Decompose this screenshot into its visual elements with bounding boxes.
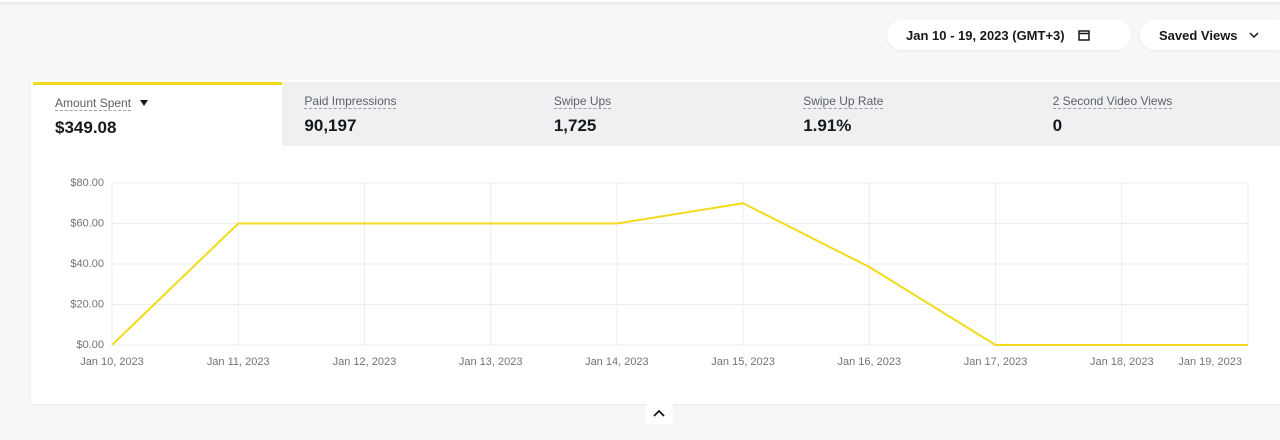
metric-tab[interactable]: Swipe Up Rate 1.91%	[781, 82, 1030, 146]
chevron-icon	[1249, 32, 1259, 39]
tab-value: 1,725	[553, 116, 597, 135]
tab-label-row: Paid Impressions	[304, 92, 531, 110]
x-tick-label: Jan 15, 2023	[711, 356, 775, 368]
metric-tab[interactable]: Amount Spent $349.08	[33, 82, 283, 146]
chart: $0.00 $20.00 $40.00 $60.00 $80.00 Jan 10, 202…	[70, 177, 1249, 368]
calendar-icon	[1077, 30, 1090, 41]
metric-tabs: Amount Spent $349.08 Paid Impressions 90,19…	[33, 82, 1280, 146]
y-tick-label: $40.00	[70, 258, 104, 270]
tab-label-row: Swipe Up Rate	[803, 92, 1030, 110]
metric-tab[interactable]: 2 Second Video Views 0	[1031, 82, 1280, 146]
x-tick-label: Jan 16, 2023	[838, 356, 902, 368]
x-tick-label: Jan 14, 2023	[585, 356, 649, 368]
collapse-button[interactable]	[645, 404, 673, 424]
date-range-button[interactable]: Jan 10 - 19, 2023 (GMT+3)	[887, 20, 1131, 50]
tab-label: Paid Impressions	[304, 94, 397, 109]
y-tick-label: $80.00	[70, 177, 104, 189]
tab-value: $349.08	[55, 118, 117, 137]
saved-views: Saved Views	[1159, 27, 1238, 43]
x-tick-label: Jan 11, 2023	[207, 356, 270, 368]
tab-label-row: 2 Second Video Views	[1052, 92, 1280, 110]
tab-label: Swipe Ups	[553, 94, 612, 109]
x-tick-label: Jan 13, 2023	[459, 356, 523, 368]
metric-tab[interactable]: Paid Impressions 90,197	[282, 82, 531, 146]
x-tick-label: Jan 12, 2023	[333, 356, 397, 368]
tab-label: 2 Second Video Views	[1052, 94, 1173, 109]
x-tick-label: Jan 17, 2023	[964, 356, 1028, 368]
x-tick-label: Jan 10, 2023	[80, 356, 144, 368]
x-tick-label: Jan 18, 2023	[1090, 356, 1154, 368]
y-tick-label: $60.00	[70, 217, 104, 229]
tab-label-row: Amount Spent	[55, 94, 282, 112]
saved-views-button[interactable]: Saved Views	[1140, 20, 1280, 50]
tab-value: 0	[1052, 116, 1063, 135]
tab-label: Swipe Up Rate	[803, 94, 884, 109]
x-tick-label: Jan 19, 2023	[1178, 356, 1242, 368]
chart-card: Amount Spent $349.08 Paid Impressions 90,19…	[31, 80, 1280, 404]
tab-value: 1.91%	[803, 116, 852, 135]
line	[111, 202, 1248, 346]
tab-label: Amount Spent	[55, 96, 132, 111]
chevron-up-icon	[653, 409, 665, 417]
y-tick-label: $20.00	[70, 298, 104, 310]
tab-label-row: Swipe Ups	[553, 92, 781, 110]
top-bar	[0, 0, 1280, 2]
y-tick-label: $0.00	[76, 339, 104, 351]
metric-tab[interactable]: Swipe Ups 1,725	[532, 82, 781, 146]
tab-value: 90,197	[304, 116, 357, 135]
date-range: Jan 10 - 19, 2023 (GMT+3)	[906, 27, 1065, 43]
dropdown-icon	[140, 100, 149, 106]
